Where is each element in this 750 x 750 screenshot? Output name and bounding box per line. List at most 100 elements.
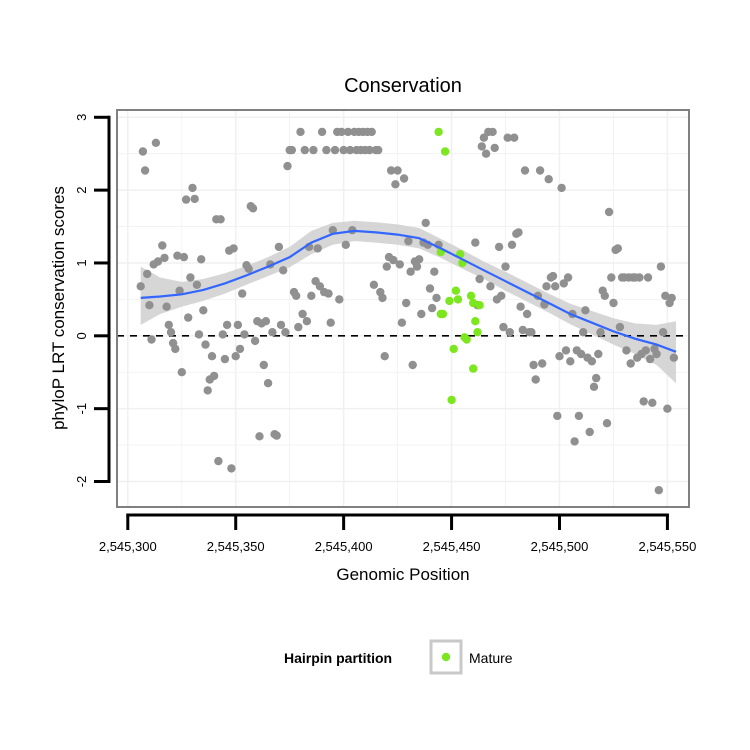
data-points bbox=[136, 127, 679, 495]
other-point-8 bbox=[153, 257, 163, 266]
other-point-198 bbox=[600, 291, 609, 300]
other-point-174 bbox=[548, 271, 558, 281]
other-point-32 bbox=[207, 352, 217, 361]
other-point-149 bbox=[494, 242, 504, 252]
mature-point-6 bbox=[447, 395, 456, 405]
other-point-158 bbox=[514, 228, 523, 237]
other-point-36 bbox=[216, 215, 225, 224]
other-point-134 bbox=[427, 303, 437, 313]
other-point-22 bbox=[186, 273, 195, 282]
other-point-129 bbox=[417, 309, 426, 319]
other-point-154 bbox=[505, 328, 514, 337]
other-point-79 bbox=[309, 145, 318, 155]
other-point-150 bbox=[497, 291, 506, 300]
other-point-18 bbox=[177, 368, 186, 377]
other-point-123 bbox=[404, 236, 413, 246]
legend-label-mature: Mature bbox=[469, 650, 513, 666]
other-point-116 bbox=[389, 255, 398, 265]
y-tick-label-0: -2 bbox=[74, 476, 89, 488]
other-point-54 bbox=[255, 432, 264, 441]
other-point-38 bbox=[220, 354, 230, 364]
other-point-51 bbox=[248, 204, 258, 213]
other-point-171 bbox=[542, 282, 551, 291]
other-point-44 bbox=[233, 320, 243, 330]
other-point-41 bbox=[227, 464, 236, 473]
other-point-106 bbox=[367, 127, 376, 137]
other-point-225 bbox=[658, 328, 668, 337]
other-point-208 bbox=[622, 346, 631, 355]
other-point-83 bbox=[317, 127, 327, 137]
mature-point-9 bbox=[453, 295, 463, 304]
other-point-12 bbox=[164, 320, 173, 330]
other-point-81 bbox=[313, 244, 322, 253]
other-point-19 bbox=[179, 252, 189, 262]
other-point-135 bbox=[430, 267, 439, 276]
other-point-35 bbox=[214, 456, 223, 466]
other-point-195 bbox=[594, 349, 603, 359]
other-point-5 bbox=[147, 335, 156, 344]
other-point-146 bbox=[488, 127, 497, 137]
mature-point-16 bbox=[469, 298, 478, 308]
other-point-95 bbox=[343, 127, 353, 137]
mature-point-7 bbox=[449, 344, 458, 354]
other-point-186 bbox=[574, 411, 584, 421]
other-point-153 bbox=[503, 133, 512, 142]
x-tick-label-5: 2,545,550 bbox=[638, 539, 696, 554]
mature-point-0 bbox=[434, 127, 443, 137]
other-point-11 bbox=[162, 302, 171, 311]
other-point-216 bbox=[639, 397, 648, 406]
other-point-89 bbox=[330, 145, 340, 155]
other-point-91 bbox=[335, 295, 344, 304]
x-tick-label-4: 2,545,500 bbox=[531, 539, 589, 554]
other-point-227 bbox=[663, 404, 672, 413]
mature-point-14 bbox=[466, 291, 476, 300]
other-point-57 bbox=[261, 317, 271, 326]
other-point-4 bbox=[145, 301, 154, 310]
other-point-17 bbox=[175, 286, 184, 295]
other-point-229 bbox=[667, 293, 676, 303]
other-point-205 bbox=[615, 322, 625, 332]
other-point-105 bbox=[365, 145, 374, 155]
other-point-112 bbox=[380, 352, 389, 361]
other-point-113 bbox=[382, 262, 391, 271]
x-tick-label-3: 2,545,450 bbox=[423, 539, 481, 554]
other-point-193 bbox=[589, 382, 599, 391]
other-point-217 bbox=[641, 346, 650, 355]
other-point-142 bbox=[479, 133, 489, 142]
other-point-20 bbox=[181, 195, 191, 204]
other-point-200 bbox=[604, 207, 614, 217]
other-point-26 bbox=[194, 330, 204, 339]
other-point-118 bbox=[393, 166, 402, 175]
other-point-199 bbox=[602, 419, 612, 428]
other-point-33 bbox=[209, 371, 219, 381]
other-point-43 bbox=[231, 352, 240, 361]
other-point-107 bbox=[369, 280, 379, 289]
other-point-175 bbox=[551, 282, 560, 291]
other-point-69 bbox=[287, 145, 296, 155]
x-tick-label-0: 2,545,300 bbox=[99, 539, 157, 554]
x-tick-label-2: 2,545,400 bbox=[315, 539, 373, 554]
mature-point-8 bbox=[451, 286, 461, 295]
other-point-177 bbox=[555, 352, 564, 361]
mature-point-18 bbox=[473, 328, 482, 337]
x-tick-label-1: 2,545,350 bbox=[207, 539, 265, 554]
other-point-27 bbox=[197, 255, 206, 264]
other-point-30 bbox=[203, 386, 212, 395]
other-point-210 bbox=[626, 359, 635, 368]
other-point-145 bbox=[486, 282, 495, 291]
other-point-63 bbox=[274, 242, 284, 252]
other-point-202 bbox=[609, 298, 618, 308]
other-point-226 bbox=[661, 291, 670, 300]
other-point-10 bbox=[160, 253, 169, 263]
other-point-3 bbox=[143, 269, 152, 279]
other-point-140 bbox=[475, 274, 484, 284]
other-point-0 bbox=[136, 282, 145, 291]
mature-point-3 bbox=[438, 309, 448, 319]
other-point-7 bbox=[151, 138, 161, 147]
legend-title: Hairpin partition bbox=[284, 650, 392, 666]
other-point-111 bbox=[378, 293, 387, 303]
other-point-28 bbox=[199, 306, 208, 315]
other-point-71 bbox=[292, 291, 301, 300]
